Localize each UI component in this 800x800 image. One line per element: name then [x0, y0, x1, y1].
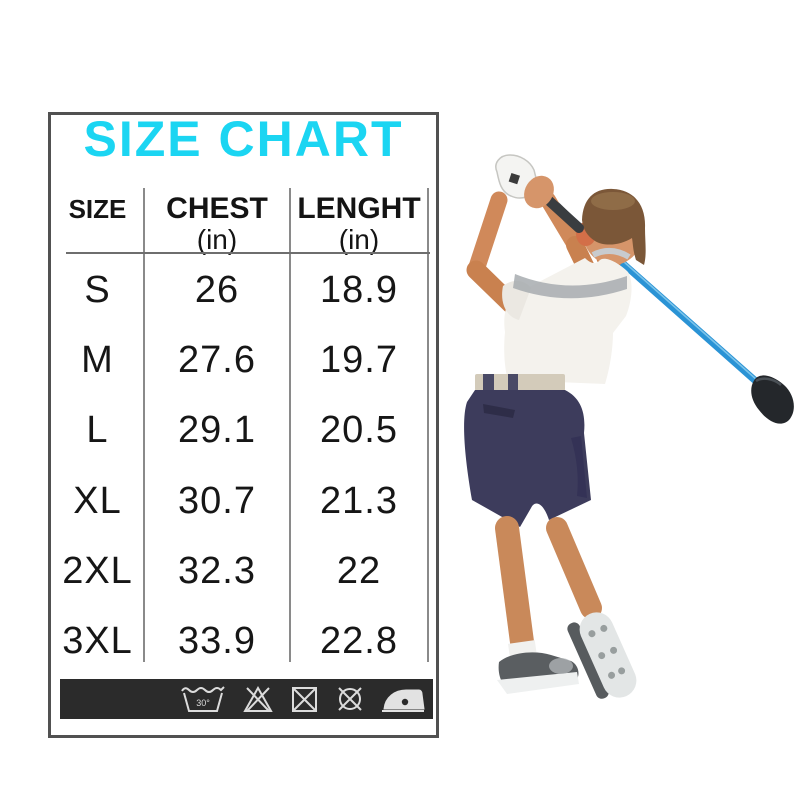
- column-divider: [289, 188, 291, 662]
- right-shoe: [567, 612, 637, 699]
- table-row: 2XL 32.3 22: [51, 536, 436, 606]
- chest-cell: 30.7: [178, 479, 256, 522]
- left-leg: [495, 516, 534, 654]
- size-chart-table: SIZE CHART SIZE CHEST (in) LENGHT (in) S…: [48, 112, 439, 738]
- length-cell: 21.3: [320, 479, 398, 522]
- shorts-shading: [571, 436, 587, 498]
- iron-icon: [382, 689, 425, 712]
- belt-loop: [508, 374, 518, 391]
- header-chest: CHEST (in): [144, 193, 290, 255]
- wash-temp-label: 30°: [196, 698, 210, 708]
- belt-loop: [483, 374, 494, 391]
- chest-cell: 32.3: [178, 549, 256, 592]
- size-cell: 3XL: [62, 620, 133, 663]
- size-cell: XL: [73, 479, 122, 522]
- length-cell: 18.9: [320, 268, 398, 311]
- header-length-label: LENGHT: [297, 192, 421, 225]
- shirt: [504, 258, 632, 384]
- club-shaft-blue: [615, 256, 763, 388]
- hair: [582, 188, 646, 265]
- right-shoe-upper: [567, 622, 609, 699]
- size-cell: M: [81, 338, 114, 381]
- care-bar: 30°: [60, 679, 433, 719]
- header-length: LENGHT (in): [290, 193, 428, 255]
- column-divider: [427, 188, 429, 662]
- shorts-pocket: [483, 404, 515, 418]
- golfer-illustration: [464, 154, 794, 699]
- header-underline: [66, 252, 430, 254]
- length-cell: 20.5: [320, 409, 398, 452]
- hair-highlight: [591, 192, 635, 210]
- table-row: XL 30.7 21.3: [51, 466, 436, 536]
- belt: [475, 374, 565, 391]
- table-row: 3XL 33.9 22.8: [51, 607, 436, 677]
- table-row: M 27.6 19.7: [51, 325, 436, 395]
- length-cell: 22.8: [320, 620, 398, 663]
- column-divider: [143, 188, 145, 662]
- bare-hand: [524, 175, 554, 209]
- header-size: SIZE: [51, 193, 144, 255]
- header-chest-unit: (in): [196, 224, 238, 255]
- left-shoe-sole: [497, 672, 579, 694]
- size-cell: L: [86, 409, 109, 452]
- left-shoe-toe: [549, 658, 573, 674]
- shorts: [464, 390, 591, 527]
- page-title: SIZE CHART: [73, 114, 414, 163]
- length-cell: 19.7: [320, 338, 398, 381]
- club-head-highlight: [755, 377, 782, 386]
- chest-cell: 29.1: [178, 409, 256, 452]
- length-cell: 22: [336, 549, 382, 592]
- header-size-label: SIZE: [68, 194, 127, 224]
- do-not-dry-clean-icon: [338, 687, 362, 711]
- header-length-unit: (in): [338, 224, 380, 255]
- table-row: L 29.1 20.5: [51, 396, 436, 466]
- size-cell: S: [84, 268, 111, 311]
- left-forearm: [467, 191, 508, 279]
- do-not-tumble-dry-icon: [292, 687, 317, 712]
- size-cell: 2XL: [62, 549, 133, 592]
- header-chest-label: CHEST: [166, 192, 268, 225]
- do-not-bleach-icon: [243, 685, 273, 712]
- wash-30-icon: 30°: [181, 686, 225, 712]
- chest-cell: 27.6: [178, 338, 256, 381]
- club-head: [751, 375, 794, 424]
- glove-logo: [508, 172, 520, 185]
- table-rows: S 26 18.9 M 27.6 19.7 L 29.1 20.5 XL 30.…: [51, 255, 436, 677]
- golfer-photo: [464, 154, 794, 699]
- shirt-shoulder-stripe: [513, 274, 627, 299]
- right-leg: [546, 517, 602, 619]
- club-shaft-highlight: [622, 260, 758, 381]
- shirt-collar: [591, 248, 631, 260]
- table-row: S 26 18.9: [51, 255, 436, 325]
- table-header: SIZE CHEST (in) LENGHT (in): [51, 193, 436, 255]
- chest-cell: 33.9: [178, 620, 256, 663]
- chest-cell: 26: [194, 268, 240, 311]
